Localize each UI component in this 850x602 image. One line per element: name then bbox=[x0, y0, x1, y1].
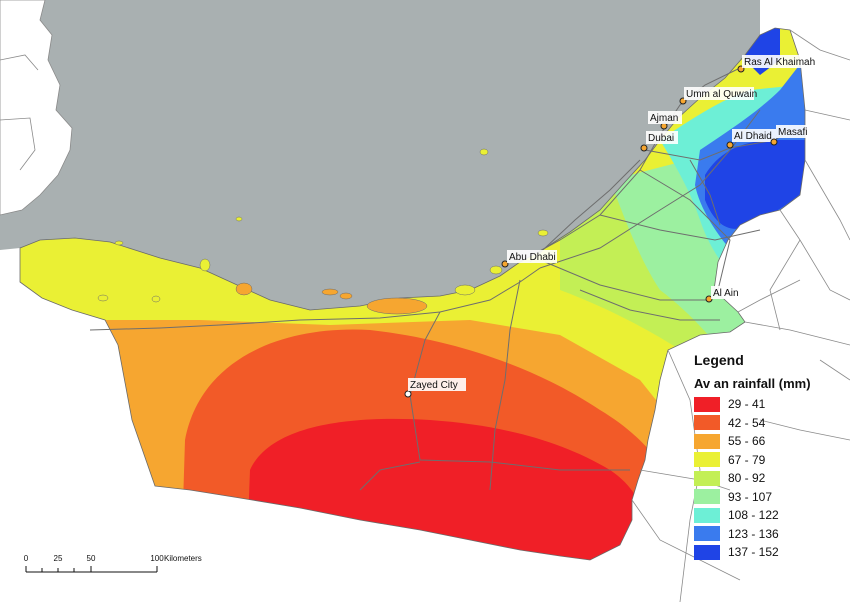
scale-unit: Kilometers bbox=[164, 554, 202, 563]
legend-row: 67 - 79 bbox=[694, 451, 844, 470]
legend-row: 123 - 136 bbox=[694, 525, 844, 544]
legend-label: 80 - 92 bbox=[728, 471, 766, 486]
city-ras-al-khaimah[interactable]: Ras Al Khaimah bbox=[737, 55, 818, 73]
city-al-ain[interactable]: Al Ain bbox=[705, 286, 741, 303]
legend-row: 29 - 41 bbox=[694, 395, 844, 414]
legend-row: 93 - 107 bbox=[694, 488, 844, 507]
legend-row: 80 - 92 bbox=[694, 469, 844, 488]
city-masafi[interactable]: Masafi bbox=[770, 125, 810, 146]
road-network bbox=[89, 67, 791, 491]
islands bbox=[97, 148, 549, 315]
legend-label: 67 - 79 bbox=[728, 452, 766, 467]
legend-swatch bbox=[694, 489, 720, 505]
legend-subtitle: Av an rainfall (mm) bbox=[694, 376, 811, 391]
svg-text:Dubai: Dubai bbox=[648, 133, 674, 144]
legend-swatch bbox=[694, 507, 720, 523]
legend-label: 55 - 66 bbox=[728, 434, 766, 449]
qatar-land bbox=[0, 0, 73, 216]
legend-swatch bbox=[694, 415, 720, 431]
oman-boundaries bbox=[631, 29, 850, 602]
legend-classes: 29 - 41 42 - 54 55 - 66 67 - 79 80 - 92 93 - … bbox=[694, 395, 844, 562]
scale-tick-50: 50 bbox=[87, 554, 96, 563]
scale-tick-0: 0 bbox=[24, 554, 29, 563]
legend-label: 29 - 41 bbox=[728, 397, 766, 412]
legend-row: 42 - 54 bbox=[694, 414, 844, 433]
svg-text:Al Ain: Al Ain bbox=[713, 288, 739, 299]
legend-label: 137 - 152 bbox=[728, 545, 779, 560]
city-zayed-city[interactable]: Zayed City bbox=[404, 378, 466, 398]
city-al-dhaid[interactable]: Al Dhaid bbox=[726, 129, 776, 149]
svg-text:Zayed City: Zayed City bbox=[410, 380, 458, 391]
city-abu-dhabi[interactable]: Abu Dhabi bbox=[501, 250, 557, 268]
svg-text:Umm al Quwain: Umm al Quwain bbox=[686, 89, 757, 100]
scale-line bbox=[25, 566, 158, 573]
legend-swatch bbox=[694, 526, 720, 542]
svg-text:Masafi: Masafi bbox=[778, 127, 807, 138]
legend-title: Legend bbox=[694, 352, 744, 368]
svg-text:Al Dhaid: Al Dhaid bbox=[734, 131, 772, 142]
legend-label: 93 - 107 bbox=[728, 489, 773, 504]
scale-tick-25: 25 bbox=[54, 554, 63, 563]
legend-label: 123 - 136 bbox=[728, 526, 779, 541]
legend-swatch bbox=[694, 433, 720, 449]
map-legend: Legend Av an rainfall (mm) 29 - 41 42 - 5… bbox=[694, 352, 844, 562]
legend-swatch bbox=[694, 452, 720, 468]
sea-area bbox=[0, 0, 760, 310]
legend-row: 55 - 66 bbox=[694, 432, 844, 451]
svg-text:Ajman: Ajman bbox=[650, 113, 678, 124]
legend-swatch bbox=[694, 396, 720, 412]
legend-swatch bbox=[694, 470, 720, 486]
city-ajman[interactable]: Ajman bbox=[648, 111, 682, 130]
legend-row: 108 - 122 bbox=[694, 506, 844, 525]
city-markers: Ras Al Khaimah Umm al Quwain Ajman Dubai… bbox=[404, 55, 818, 398]
zone-137-152 bbox=[705, 28, 805, 229]
scale-tick-100: 100 bbox=[150, 554, 164, 563]
legend-label: 42 - 54 bbox=[728, 415, 766, 430]
city-umm-al-quwain[interactable]: Umm al Quwain bbox=[679, 87, 757, 105]
legend-label: 108 - 122 bbox=[728, 508, 779, 523]
legend-swatch bbox=[694, 544, 720, 560]
legend-row: 137 - 152 bbox=[694, 543, 844, 562]
svg-text:Abu Dhabi: Abu Dhabi bbox=[509, 252, 556, 263]
boundary-west bbox=[0, 54, 39, 171]
city-dubai[interactable]: Dubai bbox=[640, 131, 678, 152]
svg-text:Ras Al Khaimah: Ras Al Khaimah bbox=[744, 57, 815, 68]
uae-outline bbox=[19, 27, 806, 561]
scale-bar: 0 25 50 100 Kilometers bbox=[24, 554, 202, 573]
